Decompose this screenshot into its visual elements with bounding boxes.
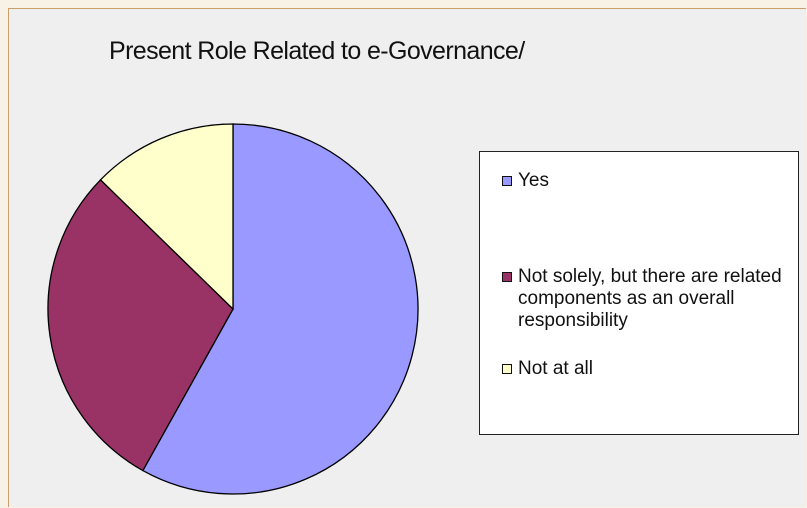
pie-slice-not-at-all: [99, 123, 234, 311]
pie-chart: [47, 123, 419, 495]
legend-swatch-not-solely: [502, 272, 512, 282]
legend-item-not-at-all: Not at all: [502, 358, 788, 380]
pie-slice-yes: [141, 123, 419, 495]
legend-item-yes: Yes: [502, 170, 788, 192]
chart-area: Present Role Related to e-Governance/ Ye…: [8, 8, 806, 507]
legend: Yes Not solely, but there are related co…: [479, 151, 799, 435]
legend-swatch-yes: [502, 176, 512, 186]
legend-swatch-not-at-all: [502, 364, 512, 374]
legend-label-not-at-all: Not at all: [518, 358, 593, 379]
pie-slice-not-solely: [47, 178, 234, 472]
legend-label-yes: Yes: [518, 170, 549, 191]
legend-label-not-solely: Not solely, but there are related compon…: [518, 266, 782, 331]
chart-title: Present Role Related to e-Governance/: [109, 37, 525, 65]
legend-item-not-solely: Not solely, but there are related compon…: [502, 266, 788, 332]
